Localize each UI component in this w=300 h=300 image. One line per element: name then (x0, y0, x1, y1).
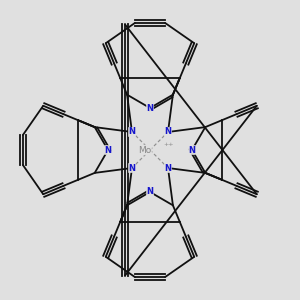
Text: N: N (104, 146, 112, 154)
Text: N: N (164, 164, 172, 172)
Text: Mo: Mo (138, 146, 151, 154)
Text: N: N (146, 188, 154, 196)
Text: N: N (146, 103, 154, 112)
Text: ++: ++ (164, 142, 174, 147)
Text: N: N (164, 128, 172, 136)
Text: N: N (128, 164, 136, 172)
Text: N: N (128, 128, 136, 136)
Text: N: N (188, 146, 196, 154)
